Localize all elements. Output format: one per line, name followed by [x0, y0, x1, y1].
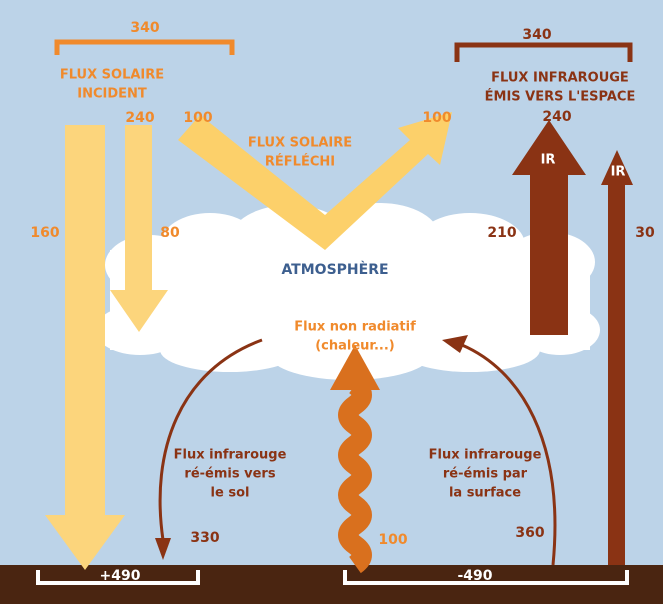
label: la surface: [449, 486, 521, 501]
label: INCIDENT: [77, 87, 147, 102]
value-label: 30: [635, 225, 655, 241]
label: FLUX INFRAROUGE: [491, 71, 629, 86]
label: Flux non radiatif: [294, 320, 416, 335]
value-label: 360: [515, 525, 544, 541]
value-label: 240: [125, 110, 154, 126]
label: ÉMIS VERS L'ESPACE: [485, 89, 636, 105]
label: ré-émis par: [443, 467, 528, 482]
value-label: 80: [160, 225, 180, 241]
label: FLUX SOLAIRE: [60, 68, 164, 83]
value-label: 100: [378, 532, 407, 548]
value-label: 240: [542, 109, 571, 125]
value-label: 330: [190, 530, 219, 546]
arrow-label: IR: [541, 153, 556, 168]
balance-label: -490: [457, 568, 492, 584]
label: (chaleur...): [315, 339, 395, 354]
value-label: 210: [487, 225, 516, 241]
value-label: 160: [30, 225, 59, 241]
label: Flux infrarouge: [174, 448, 287, 463]
value-label: 340: [522, 27, 551, 43]
label: Flux infrarouge: [429, 448, 542, 463]
arrow-label: IR: [611, 165, 626, 180]
value-label: 100: [422, 110, 451, 126]
value-label: 100: [183, 110, 212, 126]
label: le sol: [211, 486, 250, 501]
label: FLUX SOLAIRE: [248, 136, 352, 151]
label: RÉFLÉCHI: [265, 154, 335, 170]
balance-label: +490: [100, 568, 141, 584]
atmosphere-label: ATMOSPHÈRE: [281, 261, 388, 278]
energy-budget-diagram: 340 FLUX SOLAIRE INCIDENT 240 100 FLUX S…: [0, 0, 663, 604]
value-label: 340: [130, 20, 159, 36]
label: ré-émis vers: [184, 467, 275, 482]
